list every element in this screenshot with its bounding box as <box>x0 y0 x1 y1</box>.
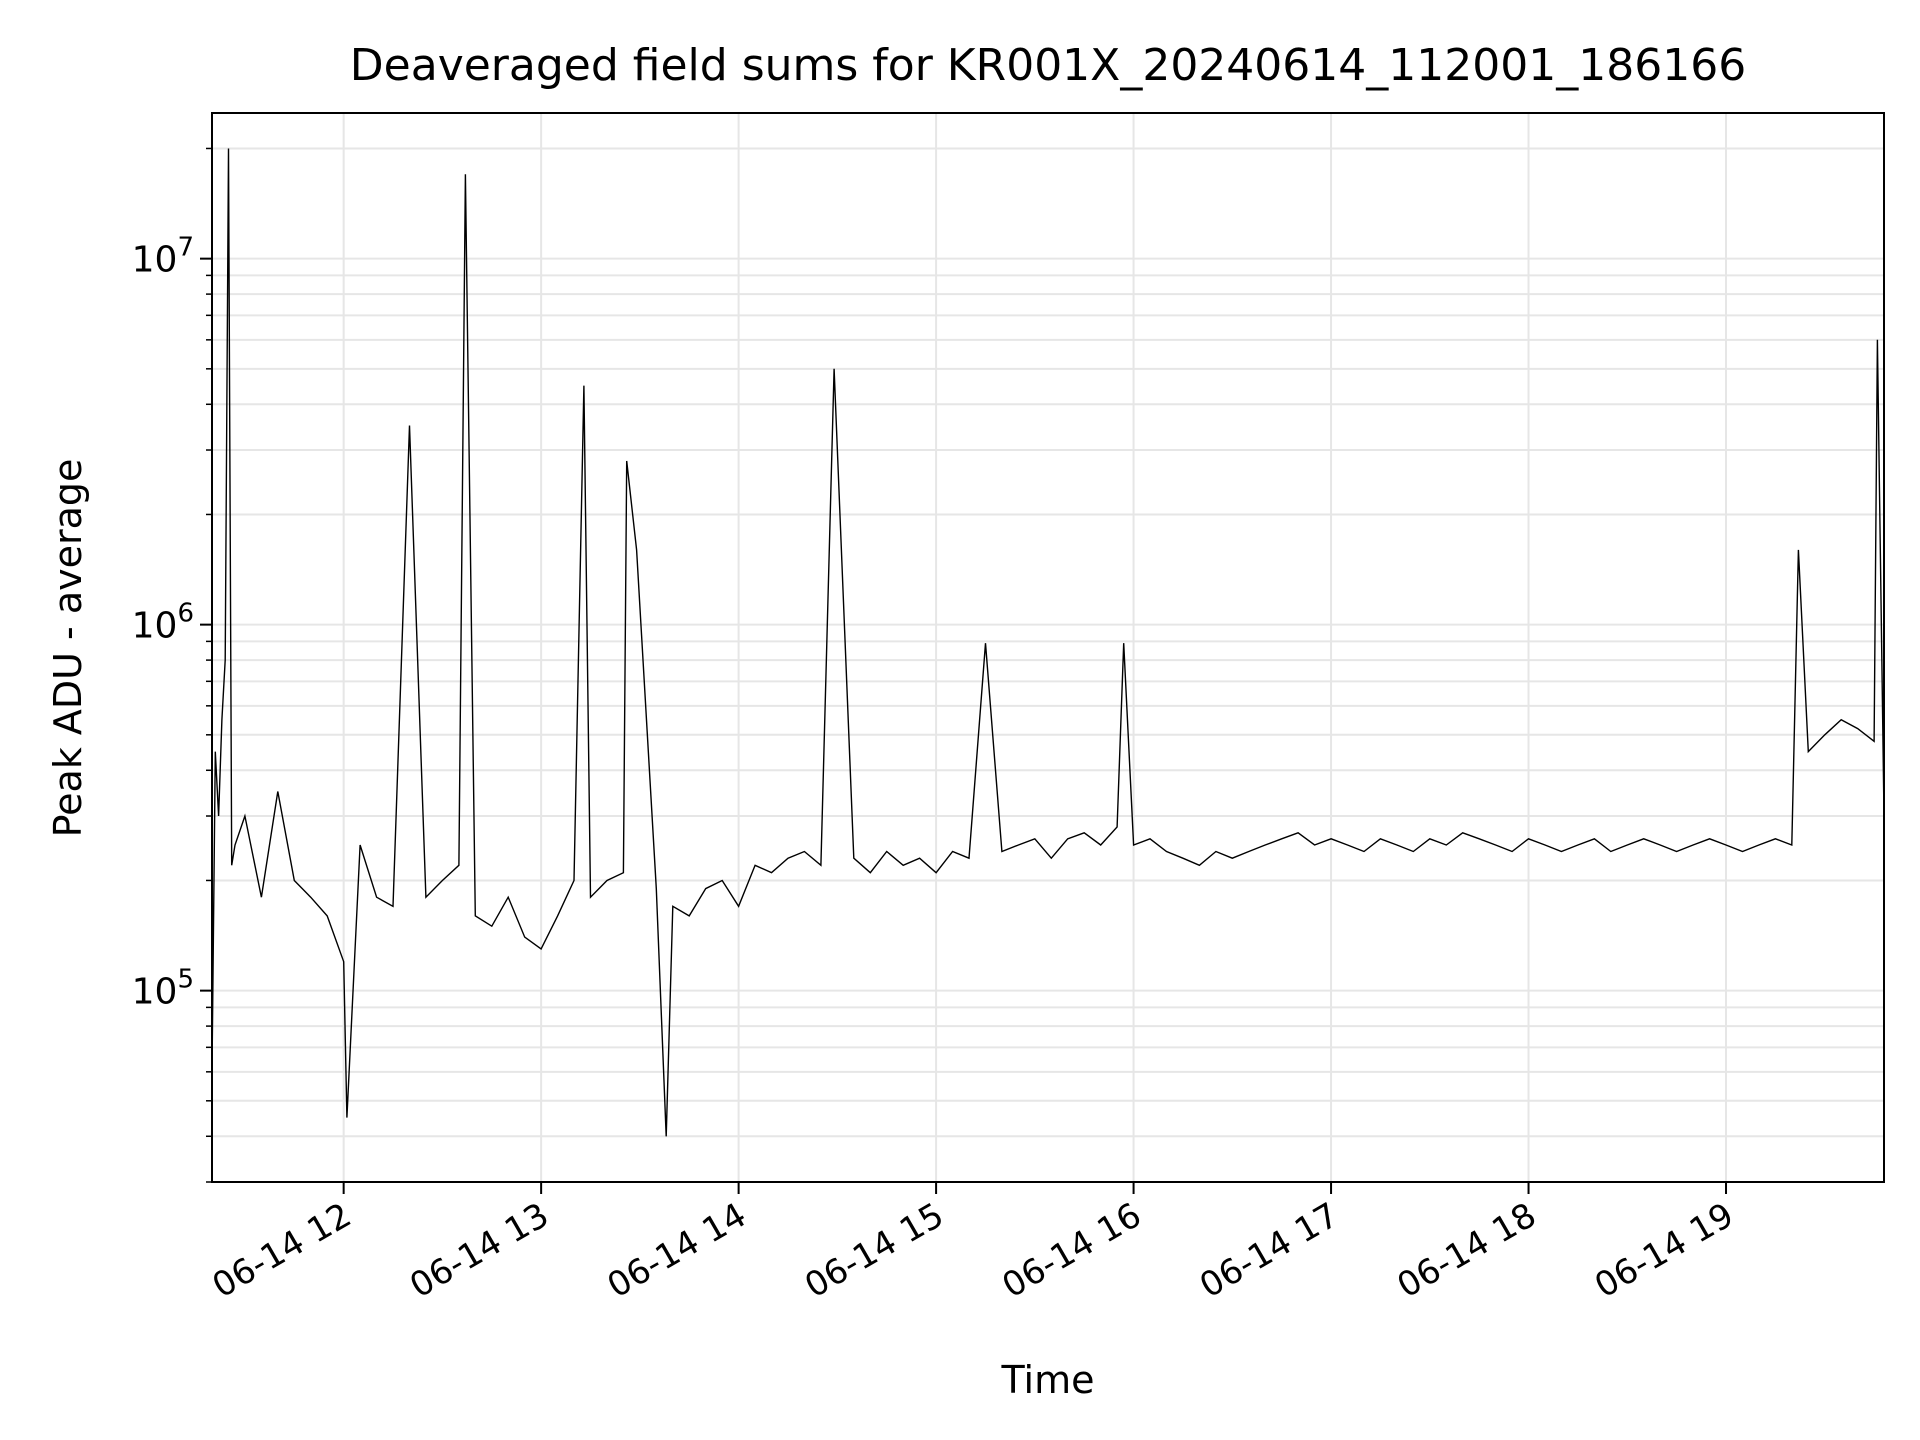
x-axis-label: Time <box>1001 1358 1095 1402</box>
y-axis-label: Peak ADU - average <box>46 458 90 838</box>
y-tick-label: 107 <box>132 233 194 281</box>
series-line <box>211 148 1885 1137</box>
x-axis: 06-14 12 06-14 13 06-14 14 06-14 15 06-14 16… <box>206 1182 1741 1306</box>
x-tick-label: 06-14 17 <box>1193 1195 1345 1306</box>
x-tick-label: 06-14 16 <box>996 1195 1148 1306</box>
chart-title: Deaveraged field sums for KR001X_2024061… <box>349 40 1747 91</box>
x-tick-label: 06-14 19 <box>1588 1195 1740 1306</box>
x-tick-label: 06-14 18 <box>1391 1195 1543 1306</box>
y-tick-label: 105 <box>132 965 194 1013</box>
y-axis: 105 106 107 <box>132 147 212 1183</box>
y-tick-label: 106 <box>132 599 194 647</box>
x-tick-label: 06-14 14 <box>601 1195 753 1306</box>
x-tick-label: 06-14 15 <box>798 1195 950 1306</box>
grid-lines <box>212 113 1884 1183</box>
x-tick-label: 06-14 13 <box>403 1195 555 1306</box>
plot-frame <box>211 112 1885 1183</box>
x-tick-label: 06-14 12 <box>206 1195 358 1306</box>
